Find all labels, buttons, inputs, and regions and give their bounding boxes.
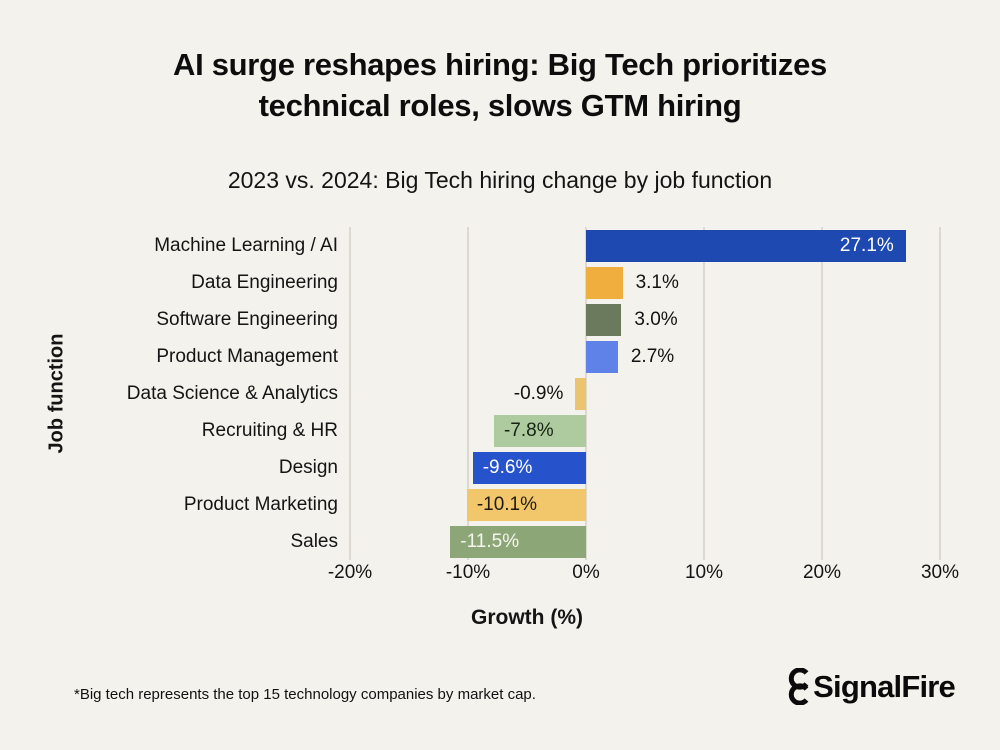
bar: [450, 525, 586, 558]
bar-value-label: 3.0%: [634, 308, 678, 330]
gridline: [821, 227, 823, 560]
bar-value-label: 3.1%: [635, 271, 679, 293]
gridline: [703, 227, 705, 560]
page-title-line-1: AI surge reshapes hiring: Big Tech prior…: [173, 47, 827, 82]
category-label: Product Marketing: [183, 494, 338, 515]
x-axis-ticks: -20% -10% 0% 10% 20% 30%: [328, 562, 959, 588]
category-label: Product Management: [156, 346, 338, 367]
category-label: Software Engineering: [156, 309, 338, 330]
brand-logo: SignalFire: [785, 668, 956, 705]
bar: [493, 414, 586, 447]
bar-value-label: -9.6%: [482, 456, 533, 478]
bar: [586, 340, 618, 373]
bar: [575, 377, 586, 410]
category-label: Data Engineering: [191, 272, 338, 293]
chart-title: 2023 vs. 2024: Big Tech hiring change by…: [227, 167, 773, 193]
gridline: [585, 227, 587, 560]
bar-value-label: -11.5%: [460, 530, 520, 552]
x-tick-label: 10%: [684, 562, 724, 583]
gridline: [939, 227, 941, 560]
x-tick-label: -20%: [327, 562, 373, 583]
bar: [586, 229, 906, 262]
x-tick-label: 0%: [572, 562, 600, 583]
plot-area: 27.1% 3.1% 3.0% 2.7% -0.9% -7.8% -9.6% -10.1% -1…: [349, 227, 941, 560]
category-label: Data Science & Analytics: [126, 383, 338, 404]
bar: [586, 266, 623, 299]
footnote: *Big tech represents the top 15 technolo…: [74, 686, 536, 703]
x-tick-label: 30%: [920, 562, 960, 583]
bar-value-label: 2.7%: [630, 345, 675, 367]
x-axis-label: Growth (%): [471, 606, 583, 629]
category-label: Machine Learning / AI: [154, 235, 338, 256]
bar: [466, 488, 586, 521]
bar-value-label: -7.8%: [503, 419, 554, 441]
gridline: [467, 227, 469, 560]
category-label: Design: [278, 457, 338, 478]
bar: [586, 303, 622, 336]
brand-logo-text: SignalFire: [813, 668, 956, 704]
bar-value-label: 27.1%: [839, 234, 894, 256]
signalfire-mark-icon: [788, 668, 809, 705]
bar-value-label: -10.1%: [476, 493, 538, 515]
bar: [472, 451, 586, 484]
category-label: Recruiting & HR: [201, 420, 338, 441]
category-label: Sales: [290, 531, 338, 552]
category-labels: Machine Learning / AI Data Engineering Sof…: [0, 227, 338, 560]
x-tick-label: -10%: [445, 562, 491, 583]
bar-value-label: -0.9%: [513, 382, 564, 404]
page-title-line-2: technical roles, slows GTM hiring: [258, 88, 742, 123]
gridline: [349, 227, 351, 560]
page-title: AI surge reshapes hiring: Big Tech prior…: [0, 44, 1000, 126]
x-tick-label: 20%: [802, 562, 842, 583]
